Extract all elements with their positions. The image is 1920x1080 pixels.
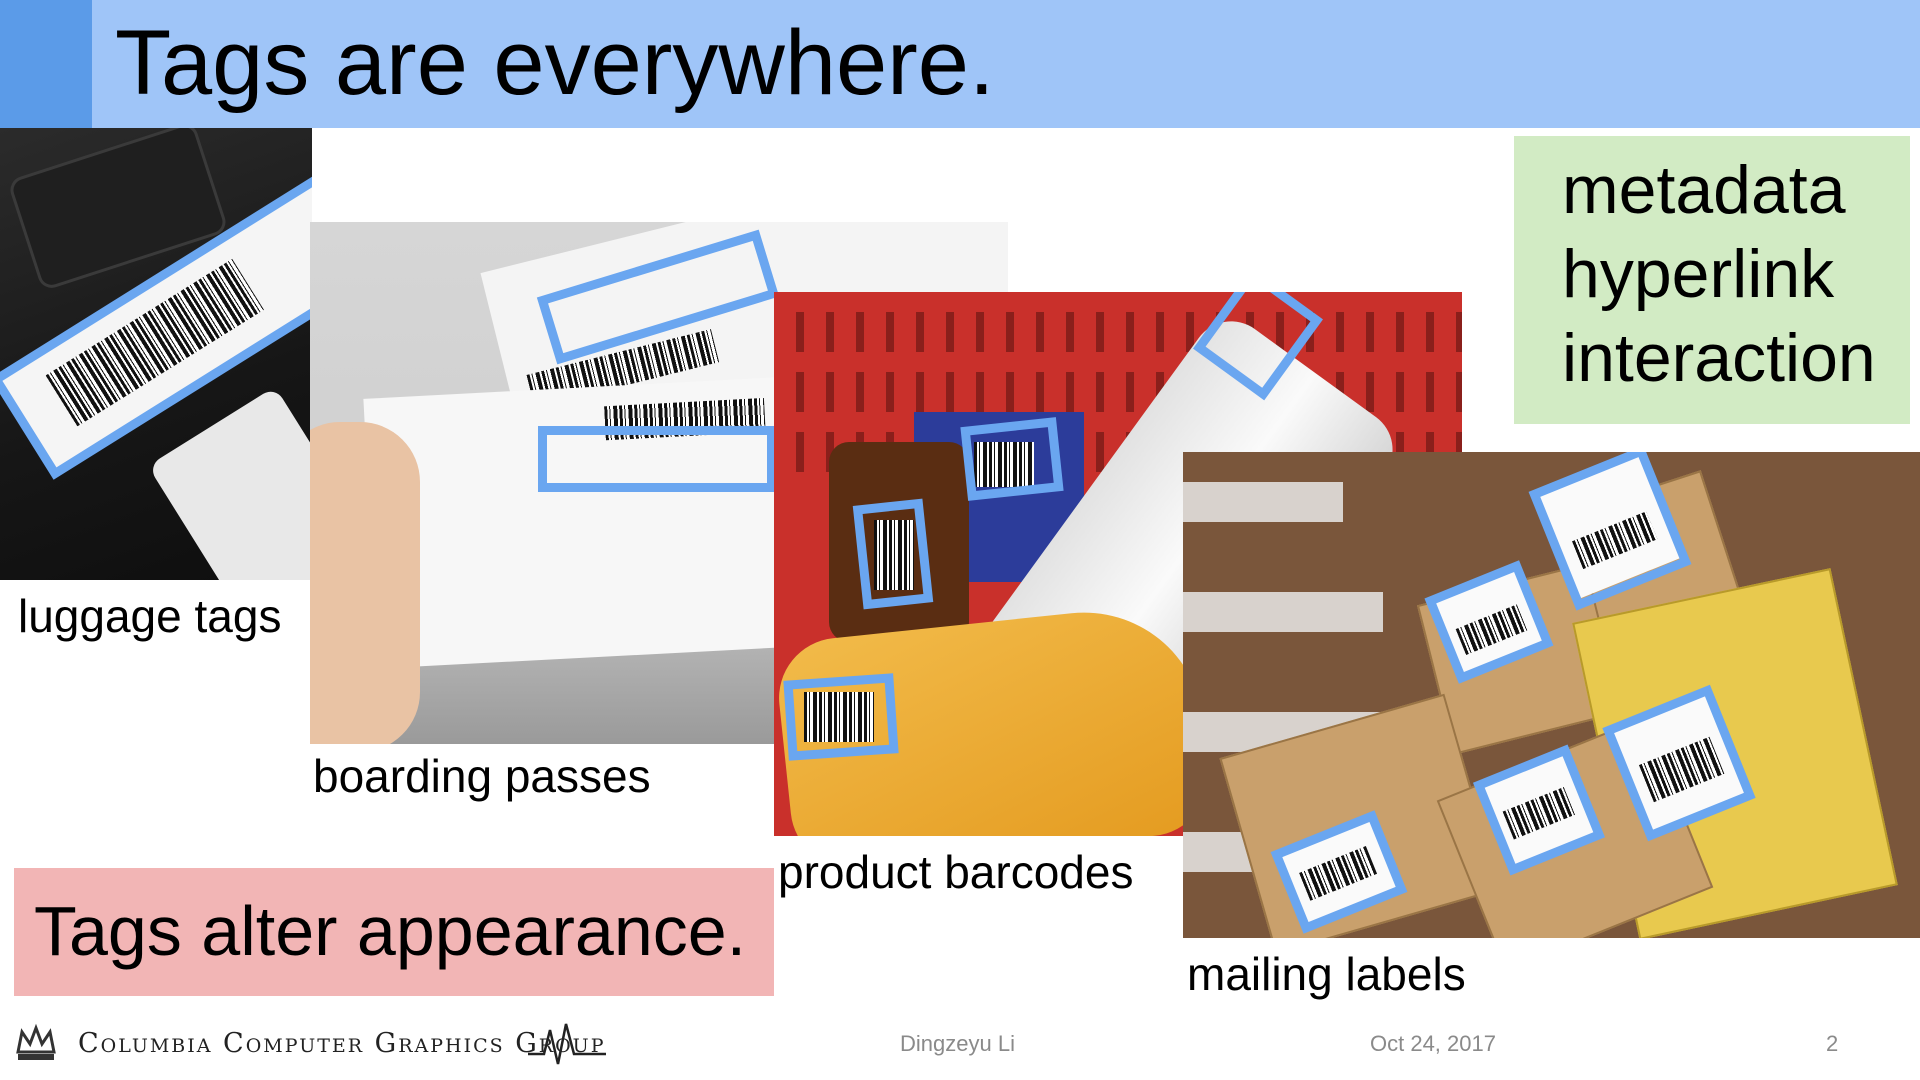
caption-product-barcodes: product barcodes bbox=[778, 846, 1134, 898]
hand bbox=[310, 422, 420, 744]
alter-appearance-text: Tags alter appearance. bbox=[34, 892, 747, 970]
footer-author: Dingzeyu Li bbox=[900, 1031, 1015, 1056]
feature-hyperlink: hyperlink bbox=[1562, 236, 1835, 312]
box-barcode-highlight bbox=[960, 417, 1064, 501]
heartbeat-line-icon bbox=[528, 1020, 606, 1068]
caption-boarding-passes: boarding passes bbox=[313, 750, 651, 802]
alter-appearance-box: Tags alter appearance. bbox=[14, 868, 774, 996]
feature-interaction: interaction bbox=[1562, 320, 1876, 396]
bottle-barcode-highlight bbox=[783, 673, 899, 761]
white-tag bbox=[147, 386, 312, 580]
caption-mailing-labels: mailing labels bbox=[1187, 948, 1466, 1000]
slide-title: Tags are everywhere. bbox=[115, 12, 995, 114]
mailing-labels-photo bbox=[1183, 452, 1920, 938]
footer-date: Oct 24, 2017 bbox=[1370, 1031, 1496, 1056]
page-number: 2 bbox=[1826, 1031, 1839, 1056]
boarding-barcode-highlight-bottom bbox=[538, 426, 776, 492]
caption-luggage-tags: luggage tags bbox=[18, 590, 282, 642]
features-box: metadata hyperlink interaction bbox=[1514, 136, 1910, 424]
feature-metadata: metadata bbox=[1562, 152, 1846, 228]
title-bar bbox=[92, 0, 1920, 128]
luggage-tags-photo bbox=[0, 128, 312, 580]
jar-barcode-highlight bbox=[852, 498, 934, 610]
columbia-crown-logo-icon bbox=[14, 1022, 58, 1066]
title-accent-bar bbox=[0, 0, 92, 128]
group-name: Columbia Computer Graphics Group bbox=[78, 1028, 606, 1059]
